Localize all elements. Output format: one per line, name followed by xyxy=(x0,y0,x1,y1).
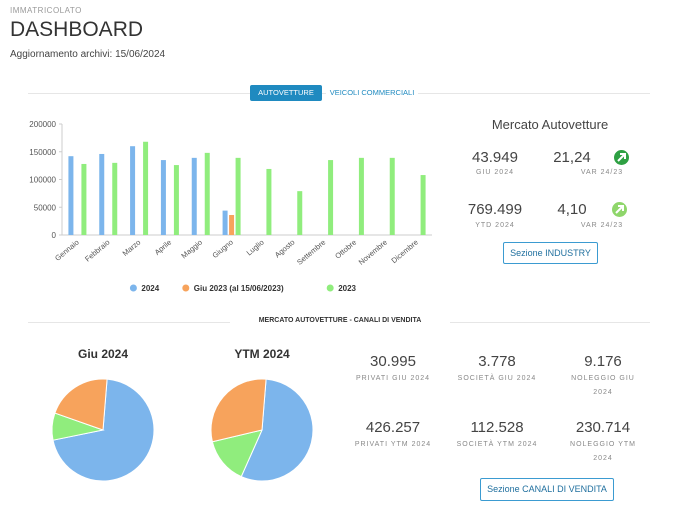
x-tick-label: Settembre xyxy=(295,238,327,267)
kpi-label: NOLEGGIO YTM 2024 xyxy=(570,441,636,462)
legend-swatch xyxy=(182,284,190,292)
x-tick-label: Gennaio xyxy=(53,238,81,263)
bar xyxy=(112,162,118,235)
pie-charts: Giu 2024 YTM 2024 xyxy=(51,347,314,482)
kpi-value: 30.995 xyxy=(370,353,416,370)
x-tick-label: Luglio xyxy=(245,238,266,258)
x-tick-label: Aprile xyxy=(153,238,173,257)
bar-chart: 0 50000 100000 150000 200000 Gennaio Febbraio M… xyxy=(29,120,432,293)
tab[interactable]: AUTOVETTURE xyxy=(250,85,322,101)
y-tick-label: 100000 xyxy=(29,176,56,185)
bar xyxy=(143,141,149,235)
bar xyxy=(173,165,179,235)
bar xyxy=(222,210,228,235)
y-tick-label: 150000 xyxy=(29,148,56,157)
y-tick-label: 200000 xyxy=(29,120,56,129)
x-tick-label: Maggio xyxy=(179,238,204,261)
kpi-label: NOLEGGIO GIU 2024 xyxy=(571,375,635,396)
legend-label: Giu 2023 (al 15/06/2023) xyxy=(194,284,284,293)
bar xyxy=(99,153,105,235)
x-tick-label: Giugno xyxy=(211,238,235,260)
bar xyxy=(68,156,74,235)
update-date: 15/06/2024 xyxy=(115,49,166,60)
legend-label: 2023 xyxy=(338,284,356,293)
kpi-label: PRIVATI YTM 2024 xyxy=(354,441,432,448)
x-tick-label: Novembre xyxy=(357,238,389,267)
bar xyxy=(235,157,241,235)
up-arrow-icon xyxy=(614,150,629,165)
bar xyxy=(191,157,197,235)
y-tick-label: 0 xyxy=(52,231,57,240)
kpi-label: VAR 24/23 xyxy=(580,222,624,229)
up-arrow-icon xyxy=(612,202,627,217)
x-tick-label: Febbraio xyxy=(83,238,111,264)
bar xyxy=(420,175,426,235)
update-label: Aggiornamento archivi: xyxy=(10,49,113,60)
page-title: DASHBOARD xyxy=(10,18,144,41)
kpi-label: PRIVATI GIU 2024 xyxy=(355,375,431,382)
channels-button[interactable]: Sezione CANALI DI VENDITA xyxy=(480,478,614,501)
pie-slice xyxy=(240,378,314,482)
x-tick-label: Agosto xyxy=(273,238,297,260)
kpi-label: YTD 2024 xyxy=(475,222,515,229)
update-info: Aggiornamento archivi: 15/06/2024 xyxy=(10,49,165,60)
pie-slice xyxy=(54,378,108,431)
kpi-value: 426.257 xyxy=(365,419,421,436)
kpi-value: 21,24 xyxy=(553,149,591,166)
bar xyxy=(389,157,395,235)
kpi-value: 3.778 xyxy=(478,353,516,370)
kpi-value: 43.949 xyxy=(472,149,518,166)
kpi-value: 230.714 xyxy=(575,419,631,436)
kpi-label: SOCIETÀ YTM 2024 xyxy=(456,441,538,448)
kpi-value: 769.499 xyxy=(467,201,523,218)
pie-title: YTM 2024 xyxy=(234,347,290,361)
bar xyxy=(328,160,334,235)
x-tick-label: Marzo xyxy=(121,238,143,258)
kpi-value: 112.528 xyxy=(470,419,524,436)
kpi-label: GIU 2024 xyxy=(476,169,514,176)
legend-swatch xyxy=(129,284,137,292)
tab[interactable]: VEICOLI COMMERCIALI xyxy=(326,85,418,101)
legend-swatch xyxy=(326,284,334,292)
legend-label: 2024 xyxy=(141,284,159,293)
pie-title: Giu 2024 xyxy=(78,347,128,361)
bar xyxy=(266,168,272,235)
pie-slice xyxy=(210,378,267,443)
bar xyxy=(358,157,364,235)
bar xyxy=(160,160,166,235)
bar xyxy=(297,191,303,235)
market-title: Mercato Autovetture xyxy=(491,117,609,132)
kpi-label: VAR 24/23 xyxy=(580,169,624,176)
kpi-label: SOCIETÀ GIU 2024 xyxy=(457,375,537,382)
bar xyxy=(81,163,87,235)
kpi-value: 4,10 xyxy=(557,201,587,218)
section-label: IMMATRICOLATO xyxy=(10,6,82,15)
industry-button[interactable]: Sezione INDUSTRY xyxy=(503,242,598,264)
x-tick-label: Ottobre xyxy=(333,238,358,261)
y-tick-label: 50000 xyxy=(34,203,57,212)
bar xyxy=(204,152,210,235)
x-tick-label: Dicembre xyxy=(389,238,419,266)
section-title: MERCATO AUTOVETTURE - CANALI DI VENDITA xyxy=(230,317,450,324)
bar xyxy=(229,215,235,235)
kpi-value: 9.176 xyxy=(584,353,622,370)
bar xyxy=(130,146,136,235)
